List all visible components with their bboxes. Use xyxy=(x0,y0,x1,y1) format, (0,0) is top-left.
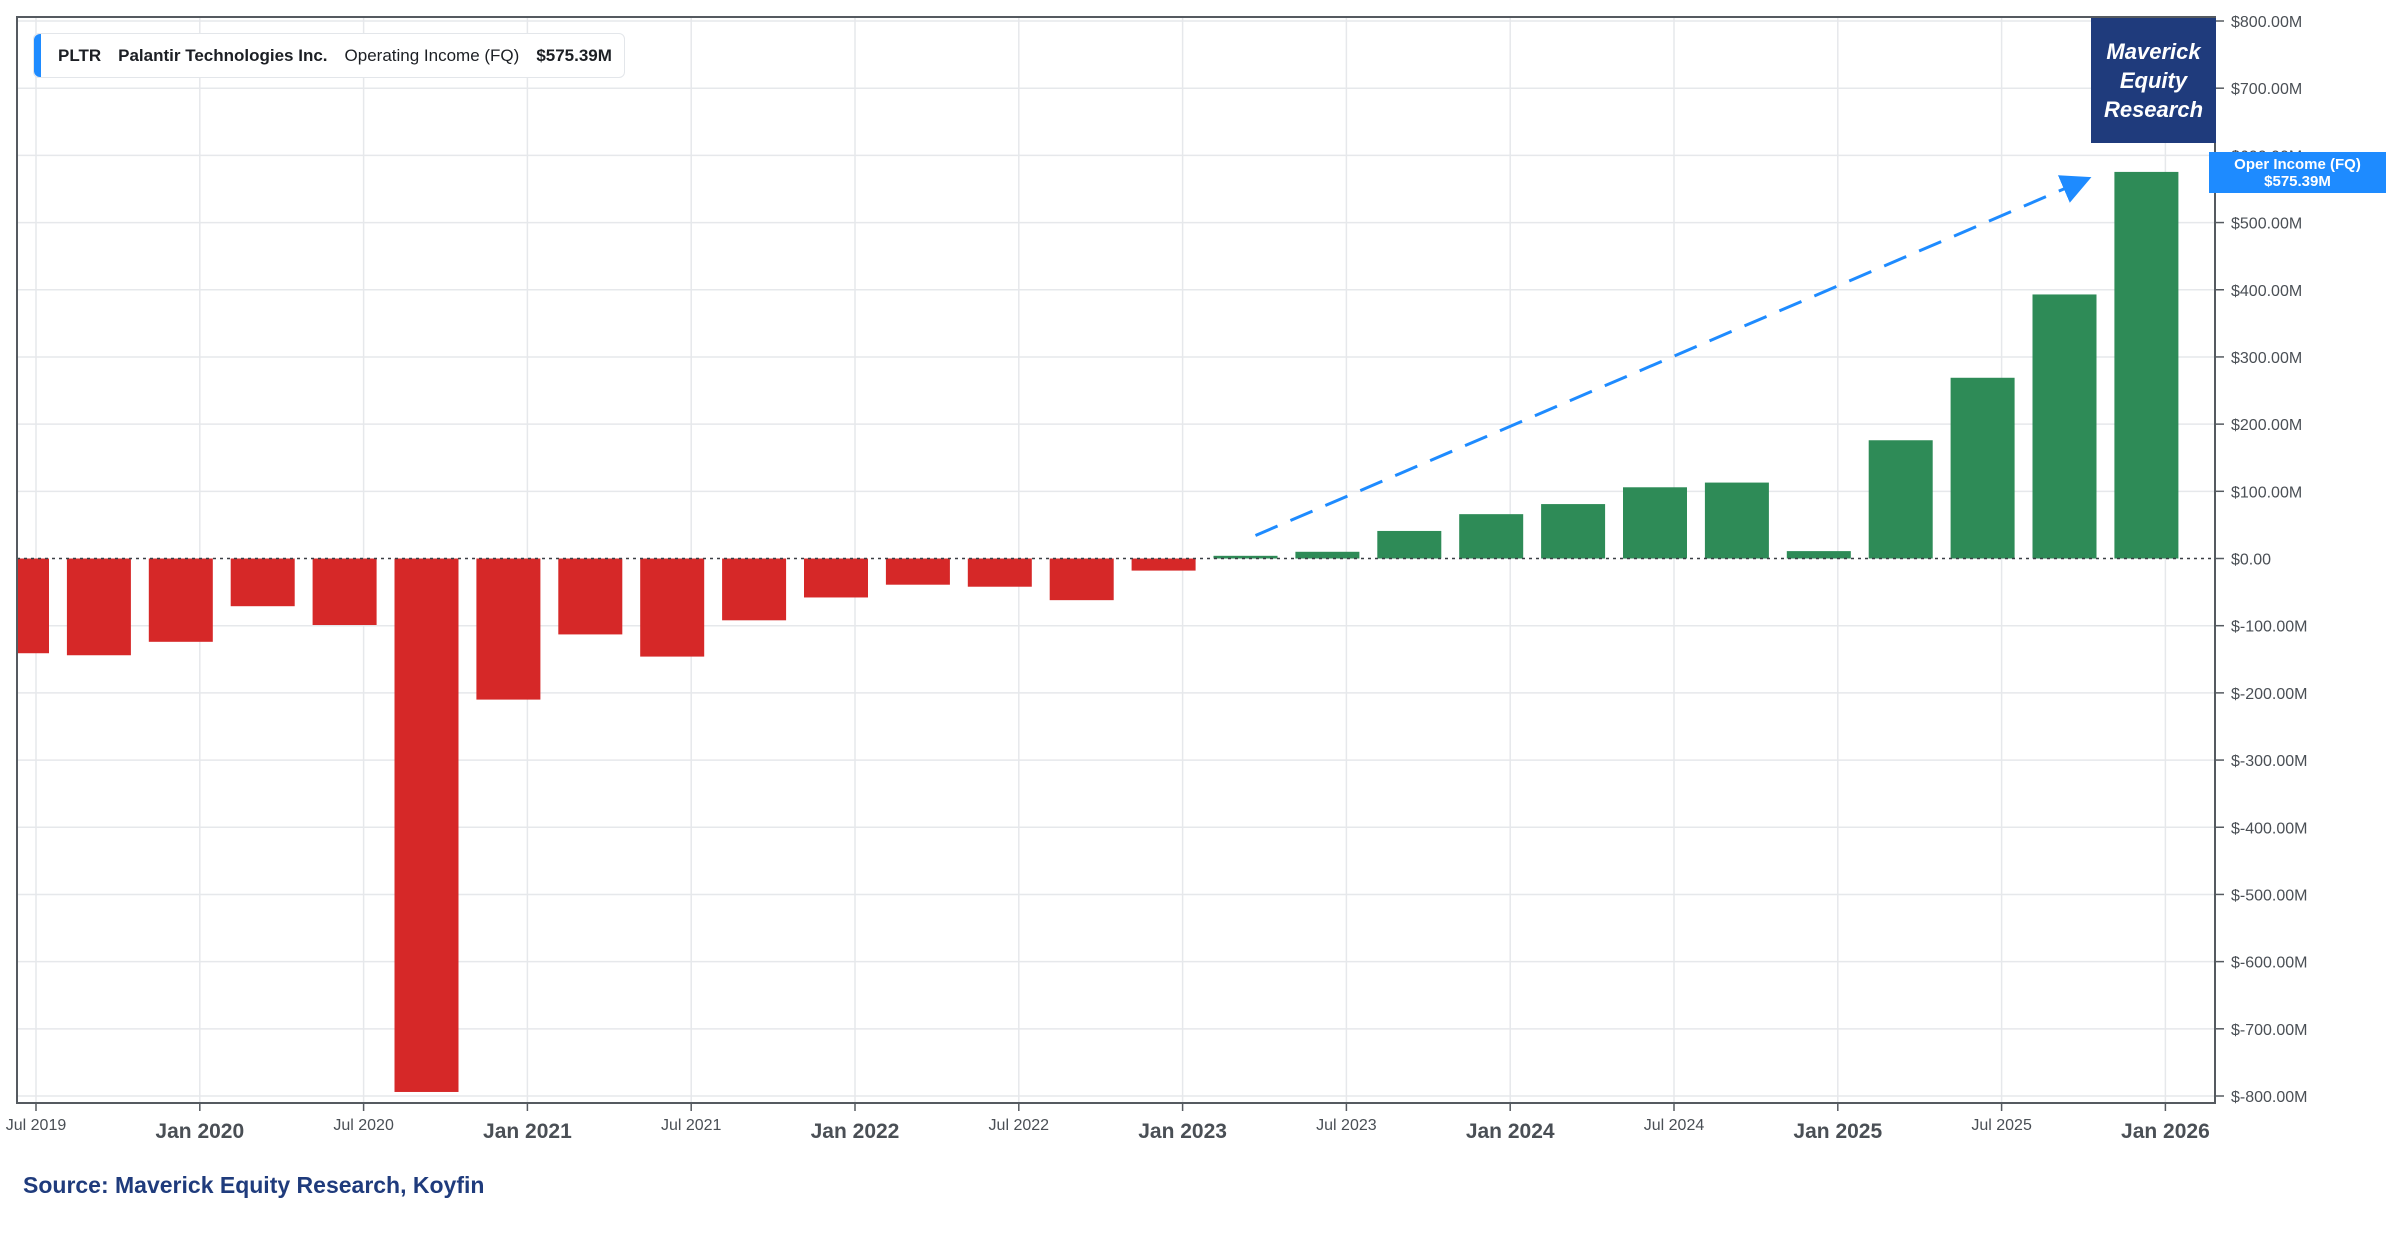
x-tick-label: Jul 2020 xyxy=(333,1117,394,1134)
y-tick-label: $-800.00M xyxy=(2231,1089,2308,1106)
bar-negative[interactable] xyxy=(885,558,950,585)
bar-positive[interactable] xyxy=(1377,530,1442,559)
y-tick-label: $-200.00M xyxy=(2231,686,2308,703)
x-tick-label: Jul 2019 xyxy=(6,1117,67,1134)
bar-positive[interactable] xyxy=(1459,514,1524,559)
legend-ticker: PLTR xyxy=(58,45,102,65)
x-tick-label: Jan 2026 xyxy=(2121,1120,2210,1143)
y-tick-label: $700.00M xyxy=(2231,81,2302,98)
bar-negative[interactable] xyxy=(558,558,623,635)
x-tick-label: Jul 2023 xyxy=(1316,1117,1377,1134)
brand-line-3: Research xyxy=(2103,97,2204,122)
bar-negative[interactable] xyxy=(1049,558,1114,601)
bar-positive[interactable] xyxy=(1868,440,1933,559)
bar-negative[interactable] xyxy=(967,558,1032,587)
y-tick-label: $-500.00M xyxy=(2231,887,2308,904)
legend-color-swatch xyxy=(34,34,41,77)
bar-negative[interactable] xyxy=(148,558,213,642)
y-tick-label: $-600.00M xyxy=(2231,955,2308,972)
bar-positive[interactable] xyxy=(1704,482,1769,559)
x-tick-label: Jan 2022 xyxy=(811,1120,900,1143)
y-tick-label: $-700.00M xyxy=(2231,1022,2308,1039)
x-tick-label: Jul 2025 xyxy=(1971,1117,2032,1134)
legend-latest-value: $575.39M xyxy=(536,45,612,65)
chart-legend[interactable]: PLTR Palantir Technologies Inc. Operatin… xyxy=(33,33,625,78)
brand-line-1: Maverick xyxy=(2106,39,2201,64)
bar-positive[interactable] xyxy=(1295,551,1360,559)
x-tick-label: Jan 2021 xyxy=(483,1120,572,1143)
bar-positive[interactable] xyxy=(2114,171,2179,559)
y-tick-label: $400.00M xyxy=(2231,283,2302,300)
bar-positive[interactable] xyxy=(1541,504,1606,559)
value-tag-value: $575.39M xyxy=(2264,172,2331,190)
bar-negative[interactable] xyxy=(394,558,459,1092)
bar-positive[interactable] xyxy=(1623,487,1687,559)
x-tick-label: Jul 2021 xyxy=(661,1117,722,1134)
y-tick-label: $-400.00M xyxy=(2231,820,2308,837)
bar-negative[interactable] xyxy=(312,558,377,626)
y-tick-label: $300.00M xyxy=(2231,350,2302,367)
bar-negative[interactable] xyxy=(1131,558,1196,571)
bar-positive[interactable] xyxy=(1786,551,1851,559)
bar-negative[interactable] xyxy=(722,558,787,621)
bar-negative[interactable] xyxy=(230,558,295,607)
x-tick-label: Jan 2023 xyxy=(1138,1120,1227,1143)
latest-value-tag: Oper Income (FQ) $575.39M xyxy=(2209,152,2386,193)
y-tick-label: $800.00M xyxy=(2231,14,2302,31)
x-tick-label: Jul 2024 xyxy=(1644,1117,1705,1134)
x-tick-label: Jan 2024 xyxy=(1466,1120,1555,1143)
value-tag-label: Oper Income (FQ) xyxy=(2234,155,2361,173)
y-tick-label: $200.00M xyxy=(2231,417,2302,434)
source-note: Source: Maverick Equity Research, Koyfin xyxy=(23,1172,485,1198)
x-tick-label: Jul 2022 xyxy=(989,1117,1050,1134)
bar-negative[interactable] xyxy=(640,558,705,657)
legend-company-name: Palantir Technologies Inc. xyxy=(118,45,328,65)
bar-negative[interactable] xyxy=(476,558,541,700)
bar-positive[interactable] xyxy=(2032,294,2097,559)
y-tick-label: $100.00M xyxy=(2231,484,2302,501)
y-tick-label: $0.00 xyxy=(2231,552,2271,569)
legend-metric-name: Operating Income (FQ) xyxy=(344,45,520,65)
bar-negative[interactable] xyxy=(66,558,131,656)
brand-line-2: Equity xyxy=(2119,68,2188,93)
bar-positive[interactable] xyxy=(1213,555,1278,559)
y-tick-label: $-300.00M xyxy=(2231,753,2308,770)
bar-negative[interactable] xyxy=(804,558,868,598)
brand-logo: Maverick Equity Research xyxy=(2091,18,2216,143)
x-tick-label: Jan 2020 xyxy=(155,1120,244,1143)
y-tick-label: $-100.00M xyxy=(2231,619,2308,636)
x-tick-label: Jan 2025 xyxy=(1793,1120,1882,1143)
y-tick-label: $500.00M xyxy=(2231,216,2302,233)
bar-positive[interactable] xyxy=(1950,377,2015,559)
plot-frame xyxy=(16,16,2216,1104)
bar-negative[interactable] xyxy=(0,558,49,654)
